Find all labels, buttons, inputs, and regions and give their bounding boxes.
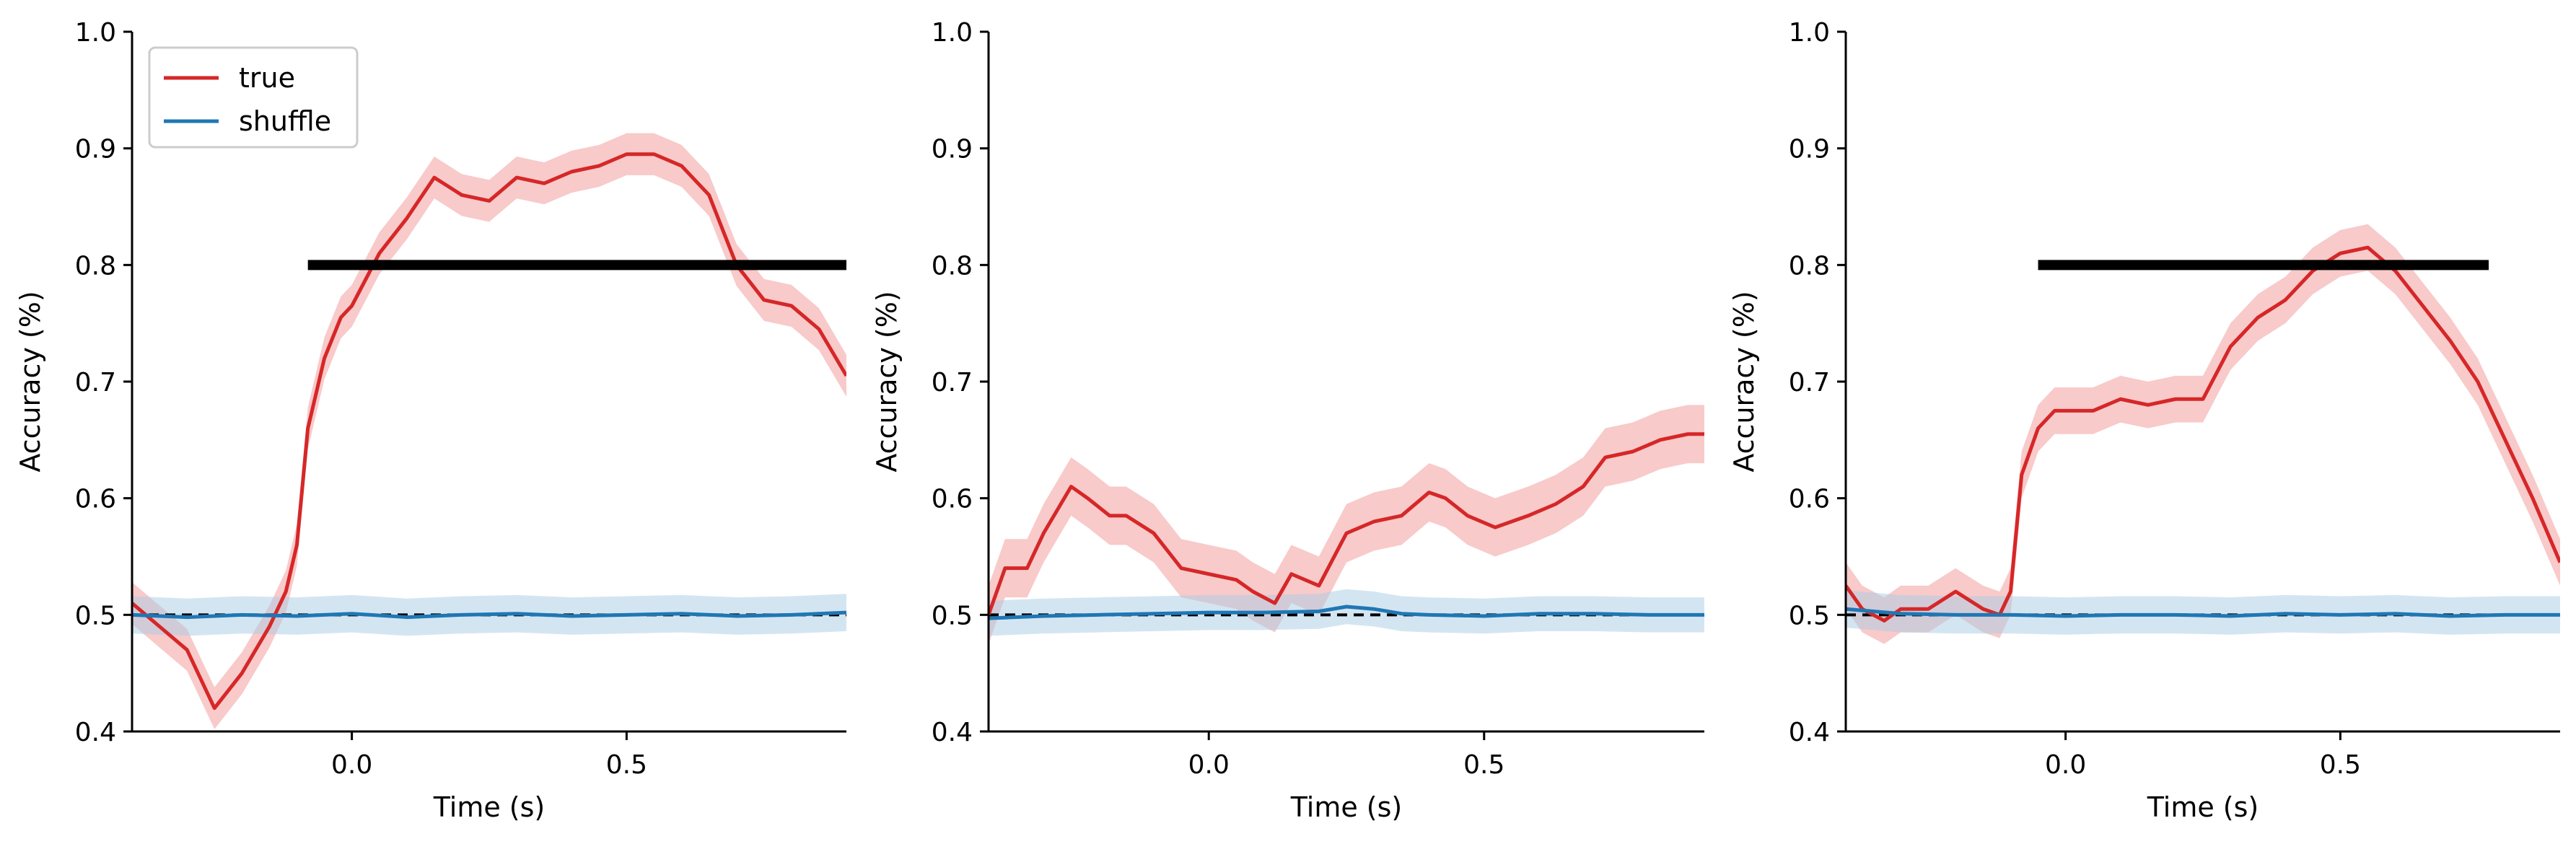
x-axis-label: Time (s) bbox=[1290, 791, 1403, 823]
series-line-true bbox=[1846, 245, 2560, 623]
y-tick-label: 0.7 bbox=[932, 368, 973, 397]
chart-panel-1: 0.4 0.5 0.6 0.7 0.8 0.9 1.0 0.0 0.5 Time (s) Accur… bbox=[14, 18, 846, 823]
legend: true shuffle bbox=[148, 46, 359, 149]
series-band-shuffle bbox=[989, 589, 1704, 636]
y-tick-label: 0.9 bbox=[1789, 135, 1830, 164]
y-tick-label: 0.7 bbox=[1789, 368, 1830, 397]
x-axis-label: Time (s) bbox=[2147, 791, 2259, 823]
y-tick-label: 0.9 bbox=[75, 135, 116, 164]
chart-panel-3: 0.4 0.5 0.6 0.7 0.8 0.9 1.0 0.0 0.5 Time (s) Accur… bbox=[1728, 18, 2560, 823]
y-tick-label: 0.8 bbox=[75, 251, 116, 281]
y-tick-label: 0.5 bbox=[1789, 601, 1830, 630]
plot-area bbox=[989, 405, 1704, 644]
x-tick-label: 0.5 bbox=[606, 750, 647, 780]
y-tick-label: 0.4 bbox=[75, 718, 116, 747]
y-axis-label: Accuracy (%) bbox=[14, 291, 46, 472]
y-tick-label: 0.5 bbox=[75, 601, 116, 630]
y-tick-label: 0.9 bbox=[932, 135, 973, 164]
legend-label-true: true bbox=[239, 62, 295, 94]
y-tick-label: 1.0 bbox=[1789, 18, 1830, 48]
y-tick-label: 0.8 bbox=[932, 251, 973, 281]
x-tick-label: 0.5 bbox=[2320, 750, 2361, 780]
x-tick-label: 0.0 bbox=[331, 750, 372, 780]
y-tick-label: 0.4 bbox=[932, 718, 973, 747]
series-band-true bbox=[132, 133, 846, 729]
series-band-true bbox=[989, 405, 1704, 644]
y-tick-label: 0.7 bbox=[75, 368, 116, 397]
y-tick-label: 0.6 bbox=[932, 485, 973, 514]
series-line-true bbox=[132, 152, 846, 711]
y-tick-label: 1.0 bbox=[932, 18, 973, 48]
x-tick-label: 0.5 bbox=[1463, 750, 1504, 780]
legend-label-shuffle: shuffle bbox=[239, 105, 331, 137]
panels: 0.4 0.5 0.6 0.7 0.8 0.9 1.0 0.0 0.5 Time (s) Accur… bbox=[14, 18, 2560, 823]
chart-panel-2: 0.4 0.5 0.6 0.7 0.8 0.9 1.0 0.0 0.5 Time (s) Accur… bbox=[871, 18, 1704, 823]
series-line-shuffle bbox=[989, 605, 1704, 620]
series-line-shuffle bbox=[132, 610, 846, 620]
y-tick-label: 0.4 bbox=[1789, 718, 1830, 747]
y-axis-label: Accuracy (%) bbox=[871, 291, 903, 472]
series-line-true bbox=[989, 432, 1704, 616]
y-tick-label: 0.6 bbox=[75, 485, 116, 514]
x-tick-label: 0.0 bbox=[2045, 750, 2086, 780]
x-tick-label: 0.0 bbox=[1188, 750, 1230, 780]
x-axis-label: Time (s) bbox=[433, 791, 546, 823]
y-tick-label: 0.6 bbox=[1789, 485, 1830, 514]
plot-area bbox=[132, 133, 846, 729]
y-tick-label: 0.8 bbox=[1789, 251, 1830, 281]
y-tick-label: 0.5 bbox=[932, 601, 973, 630]
series-line-shuffle bbox=[1846, 607, 2560, 618]
y-tick-label: 1.0 bbox=[75, 18, 116, 48]
plot-area bbox=[1846, 224, 2560, 644]
y-axis-label: Accuracy (%) bbox=[1728, 291, 1760, 472]
series-band-shuffle bbox=[1846, 590, 2560, 635]
